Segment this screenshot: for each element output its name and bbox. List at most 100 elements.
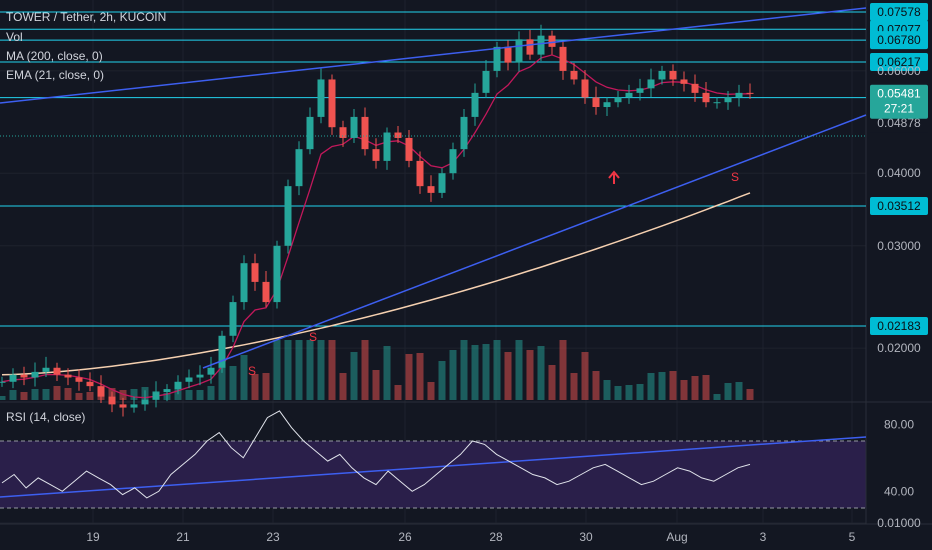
volume-bar <box>306 340 314 400</box>
candle-body <box>141 399 149 405</box>
candle-body <box>658 70 666 80</box>
legend-ma200[interactable]: MA (200, close, 0) <box>6 49 103 63</box>
volume-bar <box>460 340 468 400</box>
time-axis: 19 21 23 26 28 30 Aug 3 5 <box>86 530 855 544</box>
annotation-s-1: S <box>248 364 256 378</box>
volume-bar <box>350 352 358 400</box>
price-tick-label: 0.02000 <box>877 341 921 355</box>
candle-body <box>152 392 160 400</box>
candle-body <box>163 389 171 393</box>
volume-bar <box>185 390 193 400</box>
candle-body <box>339 127 347 138</box>
candle-body <box>350 116 358 138</box>
time-tick-label: 21 <box>176 530 190 544</box>
rsi-band-fill <box>0 441 866 508</box>
candle-body <box>746 92 754 94</box>
volume-bar <box>42 389 50 400</box>
candle-body <box>229 302 237 336</box>
candle-body <box>64 374 72 378</box>
volume-bar <box>251 374 259 400</box>
candle-body <box>724 97 732 103</box>
candle-body <box>361 116 369 150</box>
volume-bar <box>746 389 754 400</box>
rsi-axis: 80.00 40.00 <box>884 417 914 498</box>
price-tick-label: 0.06000 <box>877 64 921 78</box>
candle-body <box>130 404 138 408</box>
level-label-bg <box>870 3 928 21</box>
candle-body <box>636 88 644 93</box>
volume-bar <box>504 352 512 400</box>
volume-bar <box>691 376 699 400</box>
candle-body <box>405 137 413 161</box>
candle-body <box>328 79 336 128</box>
volume-bar <box>735 382 743 400</box>
time-tick-label: 26 <box>398 530 412 544</box>
candle-body <box>669 70 677 80</box>
price-tick-label: 0.01000 <box>877 516 921 530</box>
annotation-s-3: S <box>731 170 739 184</box>
extra-price-label: 0.04878 <box>877 116 921 130</box>
time-tick-label: 23 <box>266 530 280 544</box>
candle-body <box>471 92 479 117</box>
volume-bar <box>284 340 292 400</box>
time-tick-label: 19 <box>86 530 100 544</box>
rsi-line <box>1 410 751 499</box>
volume-bar <box>680 380 688 400</box>
ema21-line <box>1 54 751 399</box>
candle-body <box>460 116 468 150</box>
rsi-tick-label: 80.00 <box>884 417 914 431</box>
candle-body <box>416 160 424 187</box>
time-tick-label: 28 <box>489 530 503 544</box>
candle-body <box>97 386 105 397</box>
volume-bar <box>702 375 710 400</box>
time-tick-label: 3 <box>760 530 767 544</box>
candle-body <box>592 97 600 108</box>
legend-ema21[interactable]: EMA (21, close, 0) <box>6 68 105 82</box>
legend-rsi[interactable]: RSI (14, close) <box>6 410 86 424</box>
candle-body <box>427 186 435 193</box>
current-price-bg <box>870 84 928 119</box>
volume-bar <box>449 350 457 400</box>
horizontal-levels <box>0 11 866 327</box>
volume-bar <box>713 394 721 400</box>
volume-bar <box>9 390 17 400</box>
candle-body <box>53 367 61 375</box>
current-price-label: 0.05481 <box>877 87 921 101</box>
legend-vol[interactable]: Vol <box>6 30 23 44</box>
candle-body <box>449 149 457 174</box>
candle-body <box>86 381 94 387</box>
volume-bar <box>130 389 138 400</box>
volume-bar <box>669 371 677 400</box>
volume-bar <box>724 383 732 400</box>
level-label: 0.02183 <box>877 319 921 333</box>
rsi-trendline <box>0 436 867 498</box>
volume-bar <box>559 340 567 400</box>
candle-body <box>581 79 589 98</box>
time-tick-label: 5 <box>849 530 856 544</box>
candle-body <box>240 263 248 303</box>
rsi-tick-label: 40.00 <box>884 484 914 498</box>
volume-bar <box>0 396 6 400</box>
candle-body <box>559 46 567 71</box>
candle-body <box>691 83 699 93</box>
candle-body <box>713 102 721 104</box>
volume-bar <box>647 373 655 400</box>
volume-bar <box>548 365 556 400</box>
volume-bar <box>119 390 127 400</box>
candle-body <box>185 377 193 382</box>
level-label-bg <box>870 52 928 71</box>
candle-body <box>20 374 28 378</box>
candle-body <box>526 39 534 55</box>
level-label: 0.03512 <box>877 199 921 213</box>
volume-bar <box>207 386 215 400</box>
volume-bar <box>383 346 391 400</box>
candle-body <box>218 335 226 368</box>
volume-bar <box>273 340 281 400</box>
volume-bar <box>20 392 28 400</box>
ma200-line <box>1 192 751 376</box>
candle-body <box>196 374 204 378</box>
candle-body <box>647 79 655 89</box>
candle-body <box>537 35 545 55</box>
candle-body <box>482 70 490 93</box>
